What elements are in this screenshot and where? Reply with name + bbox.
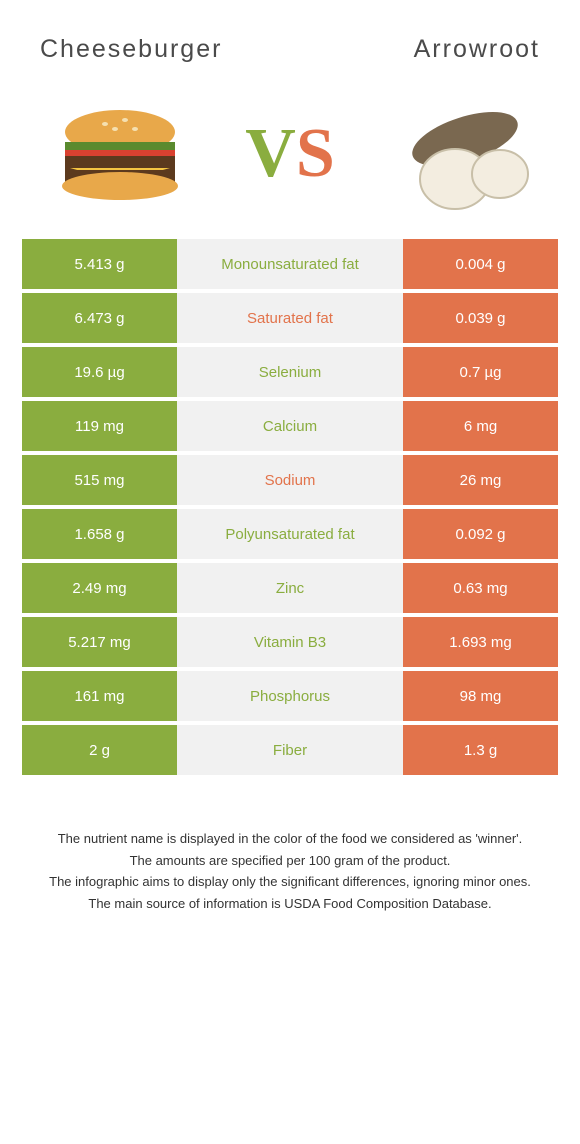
left-value: 5.413 g: [22, 239, 177, 289]
right-value: 98 mg: [403, 671, 558, 721]
right-value: 6 mg: [403, 401, 558, 451]
left-value: 515 mg: [22, 455, 177, 505]
right-value: 0.63 mg: [403, 563, 558, 613]
vs-label: VS: [245, 114, 335, 194]
vs-s: S: [296, 115, 335, 192]
footer-notes: The nutrient name is displayed in the co…: [0, 779, 580, 913]
table-row: 161 mgPhosphorus98 mg: [22, 671, 558, 721]
nutrient-label: Phosphorus: [177, 671, 403, 721]
arrowroot-image: [380, 94, 540, 214]
left-value: 6.473 g: [22, 293, 177, 343]
nutrient-table: 5.413 gMonounsaturated fat0.004 g6.473 g…: [0, 239, 580, 775]
header: Cheeseburger Arrowroot: [0, 0, 580, 74]
table-row: 2 gFiber1.3 g: [22, 725, 558, 775]
vs-v: V: [245, 115, 296, 192]
right-value: 0.092 g: [403, 509, 558, 559]
nutrient-label: Selenium: [177, 347, 403, 397]
right-value: 1.693 mg: [403, 617, 558, 667]
nutrient-label: Zinc: [177, 563, 403, 613]
nutrient-label: Fiber: [177, 725, 403, 775]
right-value: 0.7 µg: [403, 347, 558, 397]
right-food-title: Arrowroot: [414, 35, 540, 64]
note-line: The amounts are specified per 100 gram o…: [30, 851, 550, 871]
table-row: 5.217 mgVitamin B31.693 mg: [22, 617, 558, 667]
right-value: 0.004 g: [403, 239, 558, 289]
left-value: 2 g: [22, 725, 177, 775]
left-value: 161 mg: [22, 671, 177, 721]
right-value: 1.3 g: [403, 725, 558, 775]
nutrient-label: Vitamin B3: [177, 617, 403, 667]
table-row: 6.473 gSaturated fat0.039 g: [22, 293, 558, 343]
table-row: 119 mgCalcium6 mg: [22, 401, 558, 451]
table-row: 1.658 gPolyunsaturated fat0.092 g: [22, 509, 558, 559]
note-line: The main source of information is USDA F…: [30, 894, 550, 914]
note-line: The infographic aims to display only the…: [30, 872, 550, 892]
left-value: 2.49 mg: [22, 563, 177, 613]
left-value: 119 mg: [22, 401, 177, 451]
comparison-images: VS: [0, 74, 580, 239]
note-line: The nutrient name is displayed in the co…: [30, 829, 550, 849]
table-row: 19.6 µgSelenium0.7 µg: [22, 347, 558, 397]
right-value: 26 mg: [403, 455, 558, 505]
table-row: 515 mgSodium26 mg: [22, 455, 558, 505]
left-food-title: Cheeseburger: [40, 35, 222, 64]
nutrient-label: Saturated fat: [177, 293, 403, 343]
table-row: 2.49 mgZinc0.63 mg: [22, 563, 558, 613]
nutrient-label: Monounsaturated fat: [177, 239, 403, 289]
table-row: 5.413 gMonounsaturated fat0.004 g: [22, 239, 558, 289]
left-value: 1.658 g: [22, 509, 177, 559]
nutrient-label: Polyunsaturated fat: [177, 509, 403, 559]
left-value: 5.217 mg: [22, 617, 177, 667]
nutrient-label: Sodium: [177, 455, 403, 505]
cheeseburger-image: [40, 94, 200, 214]
nutrient-label: Calcium: [177, 401, 403, 451]
right-value: 0.039 g: [403, 293, 558, 343]
left-value: 19.6 µg: [22, 347, 177, 397]
